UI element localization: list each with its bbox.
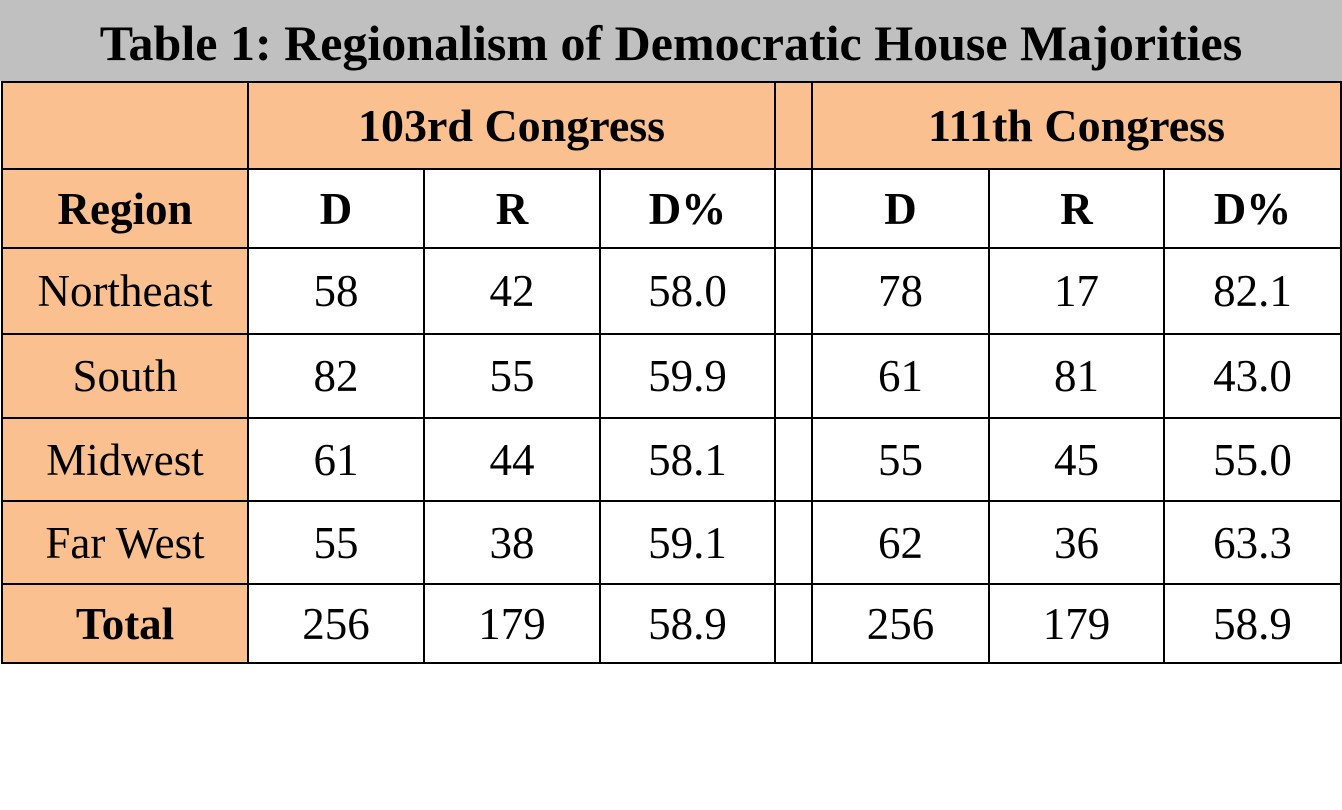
region-label: Midwest	[1, 417, 249, 502]
regionalism-table: 103rd Congress 111th Congress Region D R…	[1, 81, 1342, 664]
data-cell: 58.0	[598, 247, 777, 335]
data-cell: 44	[423, 417, 601, 502]
data-cell: 78	[811, 247, 991, 335]
col-header-d-103: D	[247, 168, 425, 249]
data-cell: 42	[423, 247, 601, 335]
table-row-total: Total 256 179 58.9 256 179 58.9	[1, 583, 1342, 664]
col-header-d-111: D	[811, 168, 991, 249]
corner-blank-cell	[1, 81, 249, 170]
spacer-cell	[774, 583, 814, 664]
data-cell: 17	[988, 247, 1166, 335]
data-cell: 179	[423, 583, 601, 664]
region-label: Far West	[1, 500, 249, 585]
data-cell: 38	[423, 500, 601, 585]
data-cell: 55.0	[1163, 417, 1342, 502]
data-cell: 36	[988, 500, 1166, 585]
table-row-farwest: Far West 55 38 59.1 62 36 63.3	[1, 500, 1342, 585]
table-row-midwest: Midwest 61 44 58.1 55 45 55.0	[1, 417, 1342, 502]
data-cell: 61	[247, 417, 425, 502]
data-cell: 82	[247, 333, 425, 419]
spacer-cell	[774, 168, 814, 249]
spacer-cell	[774, 500, 814, 585]
spacer-cell	[774, 417, 814, 502]
spacer-cell	[774, 81, 814, 170]
data-cell: 55	[811, 417, 991, 502]
data-cell: 55	[247, 500, 425, 585]
table-row-south: South 82 55 59.9 61 81 43.0	[1, 333, 1342, 419]
data-cell: 45	[988, 417, 1166, 502]
data-cell: 256	[247, 583, 425, 664]
data-cell: 59.1	[598, 500, 777, 585]
col-header-dpct-111: D%	[1163, 168, 1342, 249]
data-cell: 61	[811, 333, 991, 419]
data-cell: 43.0	[1163, 333, 1342, 419]
data-cell: 81	[988, 333, 1166, 419]
table-caption: Table 1: Regionalism of Democratic House…	[0, 0, 1342, 81]
col-header-dpct-103: D%	[598, 168, 777, 249]
spacer-cell	[774, 333, 814, 419]
col-header-r-111: R	[988, 168, 1166, 249]
region-label: Northeast	[1, 247, 249, 335]
col-header-r-103: R	[423, 168, 601, 249]
group-header-111th: 111th Congress	[811, 81, 1342, 170]
congress-group-header-row: 103rd Congress 111th Congress	[1, 81, 1342, 170]
region-label: South	[1, 333, 249, 419]
data-cell: 179	[988, 583, 1166, 664]
data-cell: 62	[811, 500, 991, 585]
data-cell: 256	[811, 583, 991, 664]
table-title: Table 1: Regionalism of Democratic House…	[99, 14, 1243, 71]
column-header-row: Region D R D% D R D%	[1, 168, 1342, 249]
spacer-cell	[774, 247, 814, 335]
data-cell: 82.1	[1163, 247, 1342, 335]
data-cell: 58.9	[598, 583, 777, 664]
table-row-northeast: Northeast 58 42 58.0 78 17 82.1	[1, 247, 1342, 335]
data-cell: 63.3	[1163, 500, 1342, 585]
total-label: Total	[1, 583, 249, 664]
region-header-cell: Region	[1, 168, 249, 249]
data-cell: 58.9	[1163, 583, 1342, 664]
data-cell: 58.1	[598, 417, 777, 502]
data-cell: 59.9	[598, 333, 777, 419]
data-cell: 55	[423, 333, 601, 419]
data-cell: 58	[247, 247, 425, 335]
group-header-103rd: 103rd Congress	[246, 81, 777, 170]
